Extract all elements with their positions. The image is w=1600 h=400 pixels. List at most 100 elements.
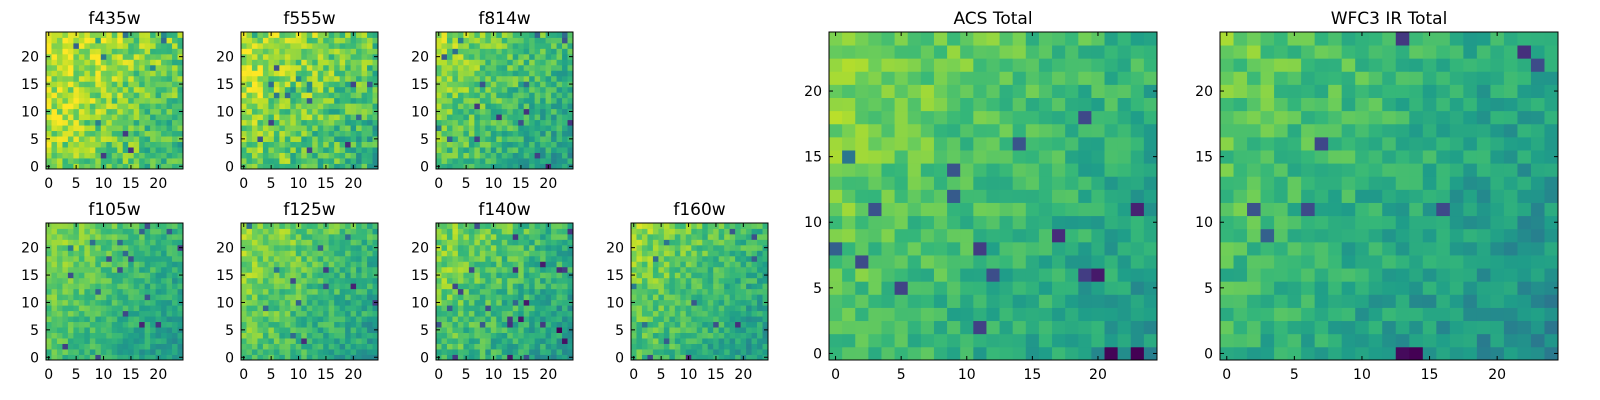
heatmap-cell — [139, 294, 146, 301]
heatmap-cell — [512, 316, 519, 323]
heatmap-cell — [1052, 346, 1066, 361]
heatmap-cell — [350, 239, 357, 246]
heatmap-cell — [284, 354, 291, 361]
heatmap-cell — [144, 48, 151, 55]
heatmap-cell — [490, 152, 497, 159]
heatmap-cell — [133, 75, 140, 82]
heatmap-cell — [441, 141, 448, 148]
heatmap-cell — [485, 125, 492, 132]
heatmap-cell — [150, 239, 156, 246]
heatmap-cell — [100, 86, 107, 93]
heatmap-cell — [631, 343, 637, 350]
heatmap-cell — [636, 294, 643, 301]
heatmap-cell — [372, 48, 379, 55]
heatmap-cell — [724, 316, 731, 323]
heatmap-cell — [301, 37, 308, 44]
heatmap-cell — [279, 163, 286, 170]
heatmap-cell — [290, 158, 297, 164]
heatmap-cell — [512, 130, 519, 137]
heatmap-cell — [95, 288, 102, 295]
heatmap-cell — [84, 223, 91, 229]
heatmap-cell — [89, 244, 96, 251]
heatmap-cell — [501, 97, 508, 104]
heatmap-cell — [540, 321, 546, 328]
heatmap-cell — [279, 255, 286, 262]
heatmap-cell — [452, 349, 459, 355]
heatmap-cell — [1104, 241, 1119, 256]
heatmap-cell — [501, 338, 508, 344]
heatmap-cell — [67, 81, 74, 88]
heatmap-cell — [111, 349, 118, 355]
heatmap-cell — [501, 299, 508, 306]
heatmap-cell — [262, 152, 269, 159]
heatmap-cell — [855, 333, 869, 348]
heatmap-cell — [251, 32, 258, 38]
heatmap-cell — [317, 125, 324, 132]
heatmap-cell — [446, 37, 453, 44]
heatmap-cell — [290, 108, 297, 115]
heatmap-cell — [463, 37, 470, 44]
heatmap-cell — [100, 92, 107, 99]
heatmap-cell — [56, 103, 63, 110]
heatmap-cell — [356, 37, 362, 44]
heatmap-cell — [106, 92, 113, 99]
heatmap-cell — [257, 316, 264, 323]
heatmap-cell — [95, 141, 102, 148]
heatmap-cell — [95, 321, 102, 328]
heatmap-cell — [56, 310, 63, 317]
heatmap-cell — [334, 349, 341, 355]
heatmap-cell — [907, 333, 922, 348]
heatmap-cell — [713, 349, 720, 355]
heatmap-cell — [139, 255, 146, 262]
heatmap-cell — [262, 310, 269, 317]
heatmap-cell — [339, 316, 346, 323]
heatmap-cell — [117, 332, 124, 339]
heatmap-cell — [295, 343, 302, 350]
heatmap-cell — [172, 288, 178, 295]
heatmap-cell — [172, 283, 178, 290]
heatmap-cell — [1078, 333, 1092, 348]
heatmap-cell — [702, 266, 709, 273]
heatmap-cell — [117, 277, 124, 284]
heatmap-cell — [301, 305, 308, 312]
heatmap-cell — [268, 261, 275, 268]
heatmap-cell — [562, 244, 568, 251]
heatmap-cell — [490, 125, 497, 132]
heatmap-cell — [729, 305, 736, 312]
heatmap-cell — [485, 223, 492, 229]
heatmap-cell — [56, 338, 63, 344]
heatmap-cell — [56, 349, 63, 355]
heatmap-cell — [317, 48, 324, 55]
heatmap-cell — [1078, 202, 1092, 217]
heatmap-cell — [713, 310, 720, 317]
heatmap-cell — [144, 332, 151, 339]
heatmap-cell — [436, 114, 442, 121]
heatmap-cell — [757, 228, 763, 235]
heatmap-cell — [1091, 268, 1105, 282]
heatmap-cell — [139, 239, 146, 246]
heatmap-cell — [512, 163, 519, 170]
heatmap-cell — [84, 288, 91, 295]
heatmap-cell — [246, 272, 253, 279]
heatmap-cell — [452, 70, 459, 77]
heatmap-cell — [468, 332, 475, 339]
heatmap-cell — [139, 70, 146, 77]
heatmap-cell — [496, 114, 503, 121]
heatmap-cell — [312, 163, 319, 170]
heatmap-cell — [350, 283, 357, 290]
heatmap-cell — [507, 163, 514, 170]
heatmap-cell — [540, 53, 546, 60]
heatmap-cell — [361, 223, 368, 229]
heatmap-cell — [273, 136, 280, 142]
heatmap-cell — [751, 228, 758, 235]
heatmap-cell — [829, 150, 843, 164]
heatmap-cell — [551, 92, 557, 99]
heatmap-cell — [361, 349, 368, 355]
heatmap-cell — [284, 343, 291, 350]
heatmap-cell — [139, 266, 146, 273]
heatmap-cell — [1038, 307, 1053, 322]
heatmap-cell — [84, 244, 91, 251]
heatmap-cell — [647, 294, 654, 301]
heatmap-cell — [301, 228, 308, 235]
heatmap-cell — [356, 299, 362, 306]
